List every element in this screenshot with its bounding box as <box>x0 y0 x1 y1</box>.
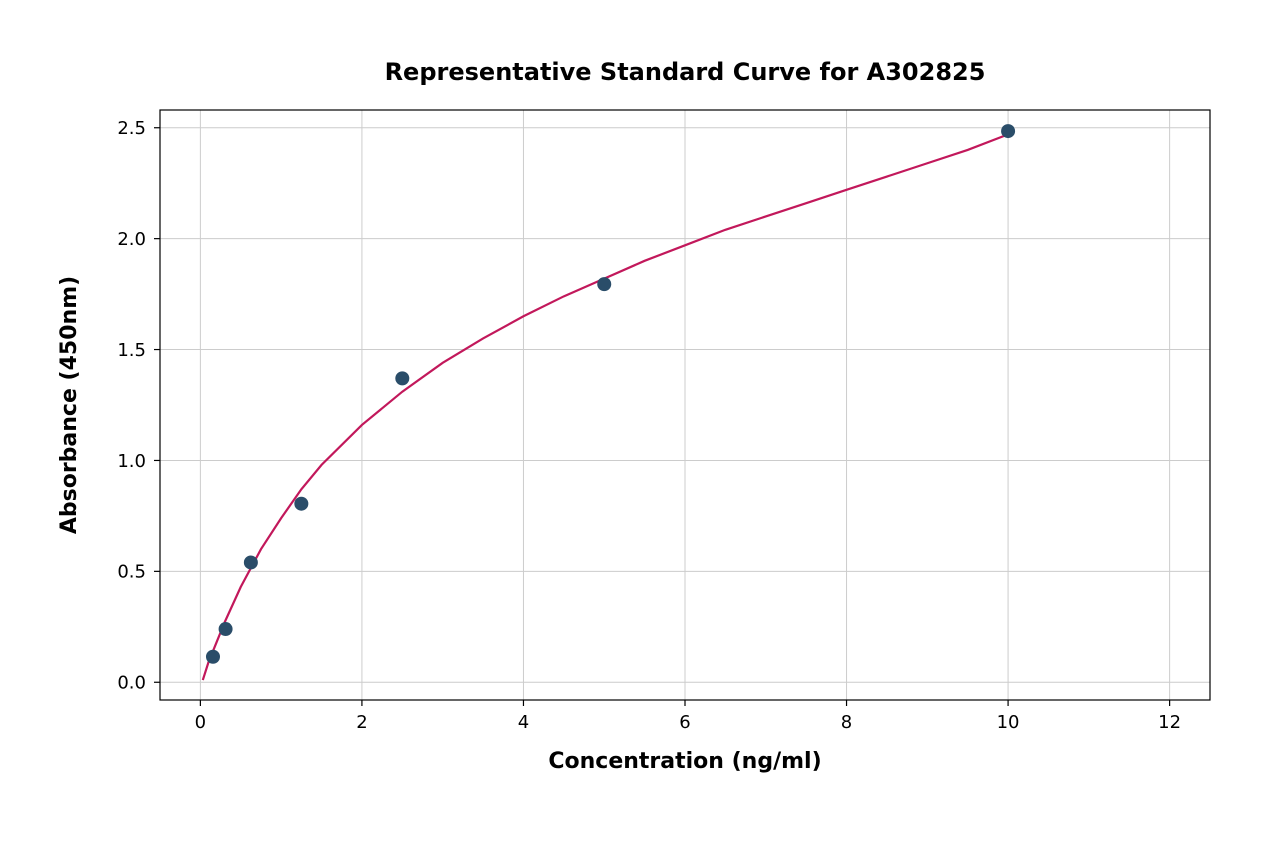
x-tick-label: 2 <box>356 712 367 733</box>
x-tick-label: 4 <box>518 712 529 733</box>
standard-curve-chart: 0 2 4 6 8 10 12 0.0 0.5 1.0 1.5 2.0 2.5 Concentrati… <box>0 0 1280 845</box>
y-tick-labels: 0.0 0.5 1.0 1.5 2.0 2.5 <box>117 118 146 694</box>
x-tick-label: 12 <box>1158 712 1181 733</box>
x-tick-label: 0 <box>195 712 206 733</box>
data-point <box>597 277 611 291</box>
x-axis-label: Concentration (ng/ml) <box>548 749 821 774</box>
x-tick-labels: 0 2 4 6 8 10 12 <box>195 712 1181 733</box>
data-point <box>1001 124 1015 138</box>
y-tick-label: 1.5 <box>117 340 146 361</box>
x-tick-label: 6 <box>679 712 690 733</box>
y-axis-label: Absorbance (450nm) <box>57 276 82 534</box>
data-point <box>244 555 258 569</box>
y-tick-label: 2.5 <box>117 118 146 139</box>
y-tick-label: 1.0 <box>117 451 146 472</box>
y-tick-label: 2.0 <box>117 229 146 250</box>
data-point <box>219 622 233 636</box>
data-point <box>294 497 308 511</box>
data-point <box>395 371 409 385</box>
y-tick-label: 0.5 <box>117 562 146 583</box>
chart-container: 0 2 4 6 8 10 12 0.0 0.5 1.0 1.5 2.0 2.5 Concentrati… <box>0 0 1280 845</box>
chart-title: Representative Standard Curve for A30282… <box>385 58 986 86</box>
x-tick-label: 10 <box>997 712 1020 733</box>
data-point <box>206 650 220 664</box>
x-tick-label: 8 <box>841 712 852 733</box>
y-tick-label: 0.0 <box>117 673 146 694</box>
